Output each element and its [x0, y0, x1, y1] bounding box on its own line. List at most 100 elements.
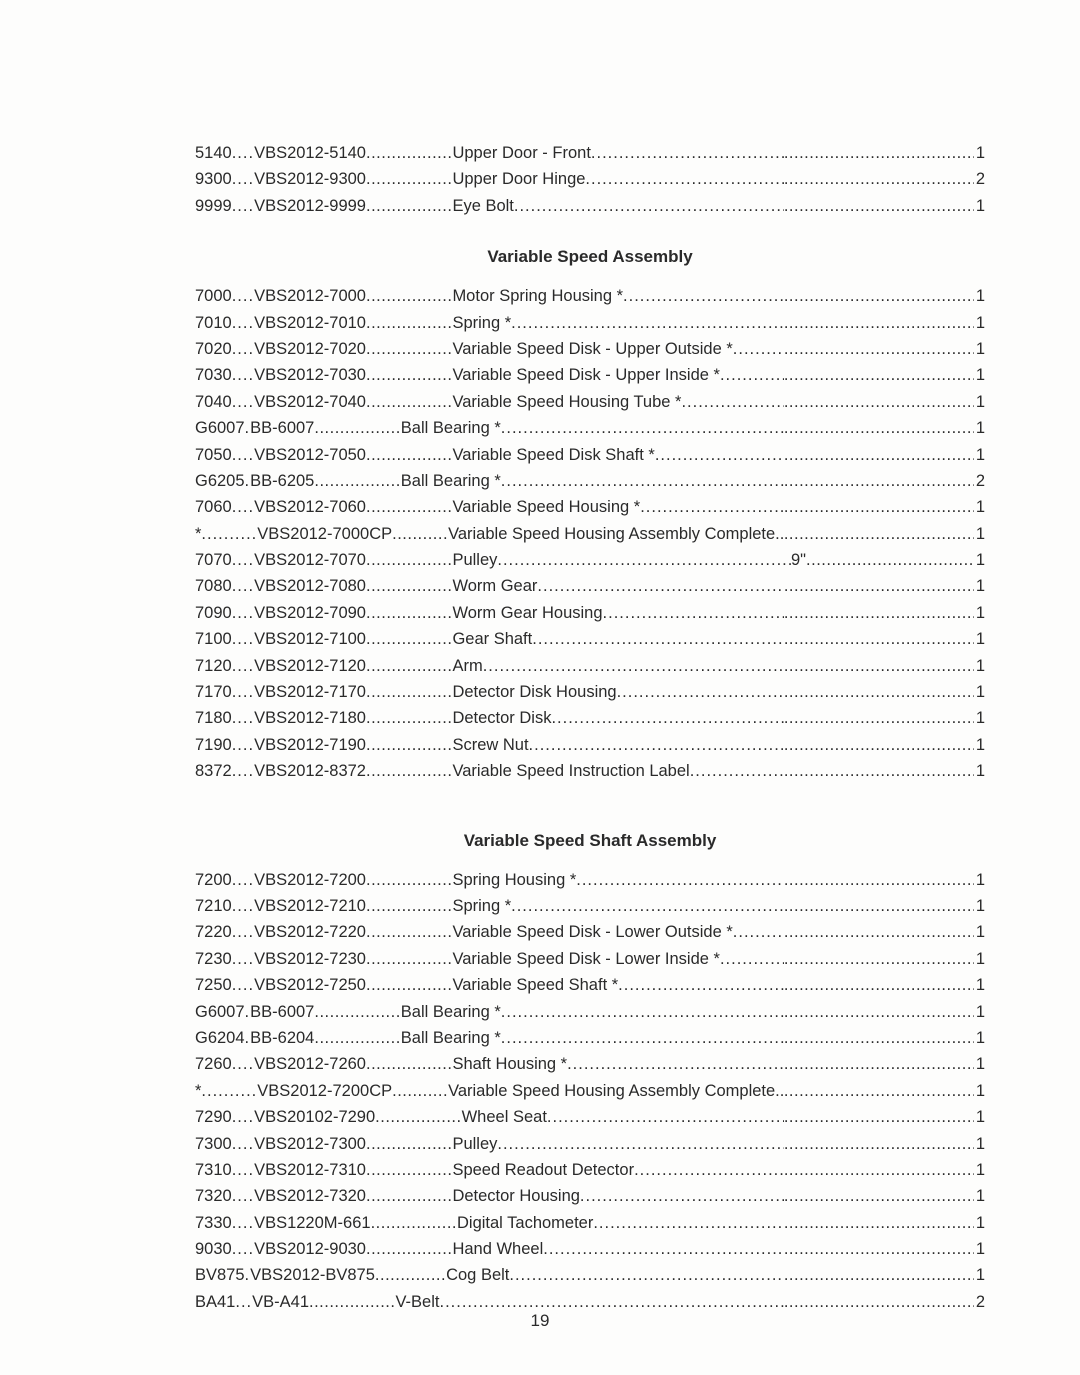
description: Upper Door - Front [452, 140, 590, 166]
leader-dots: ................. [366, 166, 452, 192]
leader-dots: ........................................… [623, 283, 784, 309]
part-number: VBS2012-7190 [254, 732, 366, 758]
parts-row: 7220.... VBS2012-7220 ................. … [195, 919, 985, 945]
part-number: VBS2012-7040 [254, 389, 366, 415]
parts-row: 7290.... VBS20102-7290 .................… [195, 1104, 985, 1130]
quantity: 1 [974, 679, 985, 705]
ref-number: 7060 [195, 494, 232, 520]
description: Variable Speed Disk - Lower Outside * [452, 919, 732, 945]
leader-dots: ........................................… [514, 193, 784, 219]
part-number: BB-6204 [250, 1025, 314, 1051]
ref-number: 7170 [195, 679, 232, 705]
leader-dots: ................. [366, 310, 452, 336]
leader-dots: ........................................… [784, 362, 974, 388]
ref-number: 8372 [195, 758, 232, 784]
leader-dots: ........................................… [603, 600, 784, 626]
leader-dots: ................. [366, 946, 452, 972]
ref-number: 7050 [195, 442, 232, 468]
parts-row: G6007. BB-6007 ................. Ball Be… [195, 415, 985, 441]
description: Eye Bolt [452, 193, 513, 219]
page-number: 19 [0, 1311, 1080, 1331]
part-number: VBS2012-7010 [254, 310, 366, 336]
ref-number: 7310 [195, 1157, 232, 1183]
ref-number: 7300 [195, 1131, 232, 1157]
leader-dots: ................. [366, 1236, 452, 1262]
leader-dots: ................. [366, 140, 452, 166]
description: Spring * [452, 310, 511, 336]
part-number: VBS2012-7210 [254, 893, 366, 919]
leader-dots: .... [232, 573, 254, 599]
part-number: VBS1220M-661 [254, 1210, 371, 1236]
leader-dots: ........................................… [784, 653, 974, 679]
parts-row: 7310.... VBS2012-7310 ................. … [195, 1157, 985, 1183]
leader-dots: ................. [366, 679, 452, 705]
parts-row: 7020.... VBS2012-7020 ................. … [195, 336, 985, 362]
part-number: BB-6205 [250, 468, 314, 494]
leader-dots: ................. [366, 893, 452, 919]
quantity: 1 [974, 600, 985, 626]
leader-dots: ........................................… [529, 732, 784, 758]
part-number: BB-6007 [250, 415, 314, 441]
description: Spring * [452, 893, 511, 919]
description: Shaft Housing * [452, 1051, 567, 1077]
leader-dots: ........................................… [784, 336, 974, 362]
part-number: BB-6007 [250, 999, 314, 1025]
leader-dots: ........................................… [784, 573, 974, 599]
quantity: 1 [974, 494, 985, 520]
quantity: 2 [974, 166, 985, 192]
leader-dots: ........................................… [784, 468, 974, 494]
parts-row: 7260.... VBS2012-7260 ................. … [195, 1051, 985, 1077]
parts-row: 9030.... VBS2012-9030 ................. … [195, 1236, 985, 1262]
ref-number: 9300 [195, 166, 232, 192]
part-number: VBS2012-7090 [254, 600, 366, 626]
leader-dots: ................. [366, 1051, 452, 1077]
part-number: VBS2012-5140 [254, 140, 366, 166]
parts-row: *.......... VBS2012-7200CP ........... V… [195, 1078, 985, 1104]
parts-row: 7060.... VBS2012-7060 ................. … [195, 494, 985, 520]
leader-dots: ........... [392, 1078, 448, 1104]
quantity: 1 [974, 1262, 985, 1288]
leader-dots: ........................................… [784, 415, 974, 441]
quantity: 1 [974, 732, 985, 758]
parts-row: 7100.... VBS2012-7100 ................. … [195, 626, 985, 652]
ref-number: 7320 [195, 1183, 232, 1209]
leader-dots: ........................................… [509, 1262, 783, 1288]
leader-dots: ........................................… [501, 468, 784, 494]
leader-dots: ................. [314, 415, 400, 441]
leader-dots: ........................................… [720, 362, 784, 388]
quantity: 1 [974, 1025, 985, 1051]
quantity: 1 [974, 893, 985, 919]
leader-dots: ........................................… [784, 972, 974, 998]
leader-dots: ................. [366, 362, 452, 388]
quantity: 1 [974, 547, 985, 573]
parts-row: 7320.... VBS2012-7320 ................. … [195, 1183, 985, 1209]
description: Ball Bearing * [401, 468, 501, 494]
description: Detector Disk Housing [452, 679, 616, 705]
leader-dots: ................. [366, 547, 452, 573]
ref-number: G6205 [195, 468, 245, 494]
part-number: VBS2012-7070 [254, 547, 366, 573]
quantity: 1 [974, 310, 985, 336]
ref-number: 7200 [195, 867, 232, 893]
leader-dots: ........................................… [580, 1183, 784, 1209]
part-number: VBS2012-7060 [254, 494, 366, 520]
part-number: VBS2012-7000 [254, 283, 366, 309]
parts-row: 9999.... VBS2012-9999 ................. … [195, 193, 985, 219]
parts-row: 7300.... VBS2012-7300 ................. … [195, 1131, 985, 1157]
leader-dots: .... [232, 283, 254, 309]
parts-row: 8372.... VBS2012-8372 ................. … [195, 758, 985, 784]
part-number: VBS2012-7220 [254, 919, 366, 945]
leader-dots: ........................................… [784, 867, 974, 893]
leader-dots: .... [232, 626, 254, 652]
description: Variable Speed Instruction Label [452, 758, 689, 784]
ref-number: 7010 [195, 310, 232, 336]
leader-dots: ........................................… [497, 547, 791, 573]
leader-dots: ................. [366, 193, 452, 219]
leader-dots: .... [232, 600, 254, 626]
ref-number: 5140 [195, 140, 232, 166]
parts-row: 7200.... VBS2012-7200 ................. … [195, 867, 985, 893]
ref-number: 7250 [195, 972, 232, 998]
leader-dots: ........................................… [537, 573, 783, 599]
part-number: VBS2012-7170 [254, 679, 366, 705]
ref-number: BV875 [195, 1262, 245, 1288]
